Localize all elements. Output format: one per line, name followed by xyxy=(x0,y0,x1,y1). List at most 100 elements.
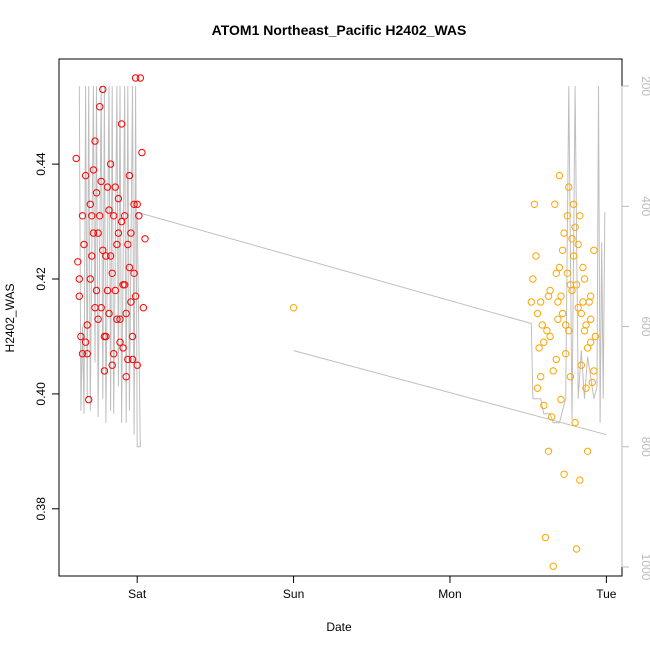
data-point-series-2 xyxy=(587,292,595,300)
data-point-series-1 xyxy=(127,298,135,306)
data-point-series-1 xyxy=(105,309,113,318)
data-point-series-2 xyxy=(582,384,590,392)
data-point-series-1 xyxy=(131,74,140,82)
data-point-series-1 xyxy=(124,240,132,249)
y-tick-label: 0.38 xyxy=(34,497,48,521)
data-point-series-1 xyxy=(91,304,99,312)
data-point-series-2 xyxy=(533,309,542,318)
data-point-series-1 xyxy=(136,74,145,82)
data-point-series-2 xyxy=(587,338,595,346)
data-point-series-1 xyxy=(135,212,143,220)
data-point-series-1 xyxy=(106,160,115,168)
data-point-series-1 xyxy=(122,373,130,381)
data-point-series-1 xyxy=(89,166,98,174)
data-point-series-1 xyxy=(130,200,138,209)
data-point-series-2 xyxy=(544,292,553,300)
data-point-series-2 xyxy=(549,367,557,375)
data-point-series-2 xyxy=(577,309,585,318)
data-point-series-2 xyxy=(591,332,600,341)
data-point-series-1 xyxy=(103,286,112,295)
data-point-series-2 xyxy=(579,298,587,306)
data-point-series-2 xyxy=(565,183,573,191)
data-point-series-2 xyxy=(587,315,595,323)
data-point-series-1 xyxy=(121,281,129,289)
data-point-series-2 xyxy=(583,344,592,352)
data-point-series-1 xyxy=(78,350,87,358)
data-point-series-1 xyxy=(119,344,127,352)
data-point-series-2 xyxy=(574,240,582,249)
data-point-series-1 xyxy=(81,171,90,180)
data-point-series-2 xyxy=(540,338,548,346)
data-point-series-1 xyxy=(94,229,102,237)
data-point-series-1 xyxy=(128,332,137,341)
data-point-series-2 xyxy=(555,263,564,272)
data-point-series-1 xyxy=(88,212,96,220)
data-point-series-2 xyxy=(568,235,576,243)
data-point-series-1 xyxy=(74,258,82,266)
y-tick-label: 0.40 xyxy=(34,382,48,406)
data-point-series-1 xyxy=(86,200,95,209)
data-point-series-2 xyxy=(572,545,581,553)
data-point-series-1 xyxy=(80,240,88,249)
data-point-series-2 xyxy=(565,327,573,335)
data-point-series-2 xyxy=(558,309,567,318)
data-point-series-2 xyxy=(566,373,575,381)
data-point-series-2 xyxy=(569,200,578,209)
right-axis-tick-label: 600 xyxy=(639,316,650,336)
data-point-series-2 xyxy=(544,447,553,455)
y-axis-label: H2402_WAS xyxy=(3,284,17,353)
data-point-series-1 xyxy=(75,292,84,300)
data-point-series-1 xyxy=(116,315,124,323)
data-point-series-2 xyxy=(571,418,579,427)
data-point-series-2 xyxy=(590,367,598,375)
data-point-series-2 xyxy=(557,395,565,404)
data-point-series-2 xyxy=(569,252,578,260)
data-point-series-1 xyxy=(127,229,135,237)
right-axis: 200 400 600 800 1000 xyxy=(621,76,650,581)
y-tick-label: 0.44 xyxy=(34,152,48,176)
pressure-line-2 xyxy=(293,350,607,436)
data-point-series-2 xyxy=(527,298,535,306)
data-point-series-2 xyxy=(551,200,559,209)
data-point-series-1 xyxy=(138,148,146,157)
data-point-series-1 xyxy=(97,177,105,186)
data-point-series-1 xyxy=(91,137,99,145)
data-point-series-1 xyxy=(117,120,126,128)
data-point-series-2 xyxy=(552,355,560,364)
data-point-series-2 xyxy=(537,373,545,381)
data-point-series-2 xyxy=(555,171,564,180)
chart-title: ATOM1 Northeast_Pacific H2402_WAS xyxy=(212,22,467,38)
data-point-series-1 xyxy=(83,321,91,329)
data-point-series-2 xyxy=(580,275,589,283)
data-point-series-2 xyxy=(579,263,587,272)
data-point-series-1 xyxy=(113,315,121,323)
data-point-series-2 xyxy=(571,223,579,232)
data-point-series-1 xyxy=(99,85,107,94)
data-point-series-2 xyxy=(530,200,539,209)
data-point-series-1 xyxy=(92,286,101,295)
data-point-series-2 xyxy=(574,304,582,312)
data-point-series-1 xyxy=(125,263,134,272)
data-point-series-2 xyxy=(541,533,550,542)
data-point-series-1 xyxy=(78,212,87,220)
data-point-series-1 xyxy=(128,355,137,364)
y-tick-label: 0.42 xyxy=(34,267,48,291)
data-point-series-2 xyxy=(552,269,560,277)
data-point-series-2 xyxy=(529,275,537,283)
x-tick-label: Tue xyxy=(596,587,617,601)
data-point-series-1 xyxy=(96,212,104,220)
data-point-series-2 xyxy=(576,212,584,220)
data-point-series-1 xyxy=(125,171,134,180)
data-point-series-2 xyxy=(590,246,598,255)
data-point-series-1 xyxy=(108,269,116,277)
x-tick-label: Sun xyxy=(283,587,304,601)
data-point-series-1 xyxy=(106,252,115,260)
right-axis-tick-label: 200 xyxy=(639,76,650,96)
data-point-series-1 xyxy=(105,206,113,214)
data-point-series-1 xyxy=(133,361,141,369)
data-point-series-1 xyxy=(116,338,124,346)
data-point-series-2 xyxy=(549,562,557,570)
data-point-series-2 xyxy=(558,246,567,255)
data-point-series-1 xyxy=(92,189,101,197)
data-point-series-1 xyxy=(111,183,120,191)
